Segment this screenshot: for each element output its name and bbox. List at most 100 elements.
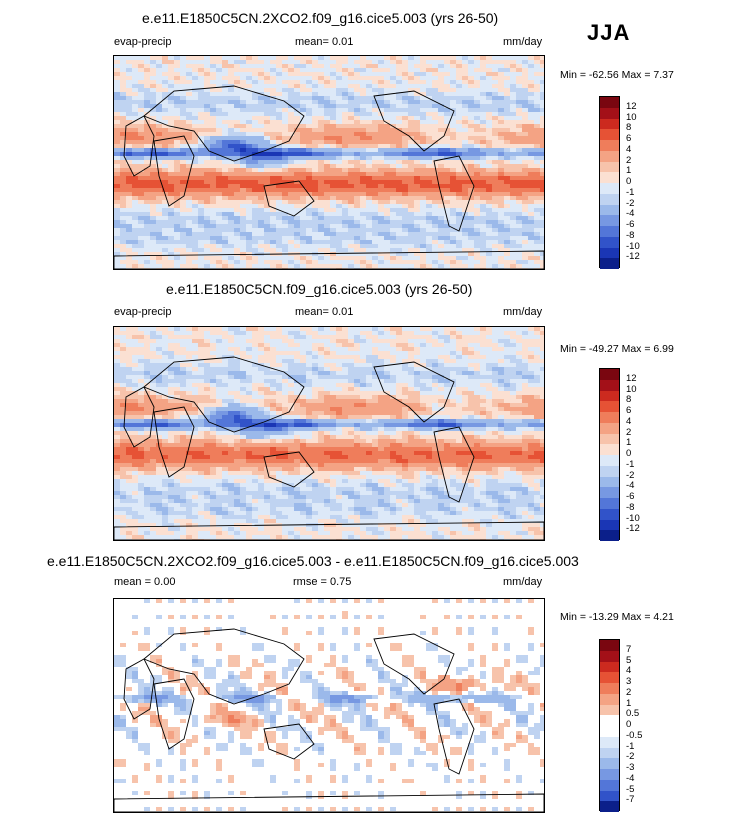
panel-1-title: e.e11.E1850C5CN.2XCO2.f09_g16.cice5.003 …	[142, 10, 499, 26]
panel-1-cbar-label: 2	[626, 154, 632, 166]
colorbar-cell	[600, 726, 619, 737]
colorbar-cell	[600, 640, 619, 651]
panel-1-cbar-label: -8	[626, 229, 635, 241]
panel-2-cbar-label: 12	[626, 372, 637, 384]
colorbar-cell	[600, 779, 619, 791]
panel-2-cbar-label: 4	[626, 415, 632, 427]
panel-1-variable-label: evap-precip	[114, 36, 172, 48]
panel-2-cbar-label: 2	[626, 426, 632, 438]
colorbar-cell	[600, 369, 619, 380]
panel-3-cbar-label: -5	[626, 783, 635, 795]
panel-2-cbar-label: 10	[626, 383, 637, 395]
colorbar-cell	[600, 172, 619, 183]
colorbar-cell	[600, 508, 619, 520]
continent-outline	[263, 451, 315, 488]
colorbar-cell	[600, 715, 619, 726]
colorbar-cell	[600, 107, 619, 119]
continent-outline	[433, 698, 475, 775]
colorbar-cell	[600, 118, 619, 130]
panel-2-cbar-label: -2	[626, 469, 635, 481]
map-field-cells	[114, 56, 544, 269]
panel-1-units-label: mm/day	[503, 36, 543, 48]
panel-3-cbar-label: 1	[626, 697, 632, 709]
panel-3-map	[113, 598, 545, 813]
panel-2-minmax-label: Min = -49.27 Max = 6.99	[560, 343, 674, 355]
colorbar-cell	[600, 747, 619, 759]
panel-2-variable-label: evap-precip	[114, 306, 172, 318]
continent-outline	[114, 793, 544, 812]
colorbar-cell	[600, 455, 619, 466]
colorbar-cell	[600, 498, 619, 509]
colorbar-cell	[600, 379, 619, 391]
colorbar-cell	[600, 215, 619, 226]
panel-3-cbar-label: -2	[626, 751, 635, 763]
colorbar-cell	[600, 476, 619, 488]
continent-outline	[373, 90, 455, 152]
colorbar-cell	[600, 204, 619, 216]
colorbar-cell	[600, 433, 619, 445]
panel-2-cbar-label: -1	[626, 458, 635, 470]
panel-3-units-label: mm/day	[503, 576, 543, 588]
panel-2-cbar-label: -4	[626, 480, 635, 492]
panel-1-map	[113, 55, 545, 270]
colorbar-cell	[600, 129, 619, 140]
panel-1-cbar-label: 8	[626, 122, 632, 134]
panel-1-colorbar	[599, 96, 620, 269]
continent-outline	[114, 250, 544, 269]
panel-2-title: e.e11.E1850C5CN.f09_g16.cice5.003 (yrs 2…	[166, 281, 473, 297]
continent-outline	[373, 633, 455, 695]
colorbar-cell	[600, 161, 619, 173]
panel-3-rmse-label: rmse = 0.75	[293, 576, 352, 588]
panel-3-cbar-label: -7	[626, 794, 635, 806]
panel-2-cbar-label: 6	[626, 405, 632, 416]
panel-1-cbar-label: 12	[626, 100, 637, 112]
colorbar-cell	[600, 758, 619, 769]
panel-3-map-field	[114, 599, 544, 812]
continent-outline	[153, 678, 195, 750]
panel-3-cbar-label: -4	[626, 772, 635, 784]
panel-1-cbar-label: -2	[626, 197, 635, 209]
panel-3-mean-label: mean = 0.00	[114, 576, 176, 588]
panel-3-cbar-label: 3	[626, 676, 632, 687]
colorbar-cell	[600, 530, 619, 541]
continent-outline	[263, 723, 315, 760]
panel-3-cbar-label: 4	[626, 665, 632, 677]
colorbar-cell	[600, 661, 619, 673]
panel-1-cbar-label: 10	[626, 111, 637, 123]
panel-2-units-label: mm/day	[503, 306, 543, 318]
map-field-cells	[114, 599, 544, 812]
panel-1-mean-label: mean= 0.01	[295, 36, 354, 48]
continent-outline	[263, 180, 315, 217]
colorbar-cell	[600, 790, 619, 802]
continent-outline	[143, 85, 305, 162]
colorbar-cell	[600, 236, 619, 248]
continent-outline	[433, 155, 475, 232]
colorbar-cell	[600, 465, 619, 477]
panel-3-cbar-label: -0.5	[626, 729, 643, 741]
panel-2-cbar-label: -6	[626, 491, 635, 502]
colorbar-cell	[600, 519, 619, 531]
colorbar-cell	[600, 140, 619, 151]
panel-2-cbar-label: -10	[626, 512, 640, 524]
panel-3-cbar-label: 7	[626, 643, 632, 655]
panel-2-cbar-label: -12	[626, 523, 640, 535]
panel-1-map-field	[114, 56, 544, 269]
panel-1-cbar-label: -6	[626, 219, 635, 230]
panel-1-cbar-label: 1	[626, 165, 632, 177]
panel-1-cbar-label: -12	[626, 251, 640, 263]
panel-2-map	[113, 326, 545, 541]
panel-2-cbar-label: 0	[626, 448, 632, 459]
panel-3-cbar-label: 0.5	[626, 708, 640, 720]
panel-1-cbar-label: 6	[626, 133, 632, 144]
panel-3-title: e.e11.E1850C5CN.2XCO2.f09_g16.cice5.003 …	[47, 553, 579, 569]
colorbar-cell	[600, 693, 619, 705]
continent-outline	[433, 426, 475, 503]
panel-2-colorbar	[599, 368, 620, 541]
panel-1-cbar-label: 4	[626, 143, 632, 155]
colorbar-cell	[600, 226, 619, 237]
colorbar-cell	[600, 672, 619, 683]
colorbar-cell	[600, 444, 619, 455]
colorbar-cell	[600, 422, 619, 434]
panel-3-cbar-label: -3	[626, 762, 635, 773]
panel-3-cbar-label: -1	[626, 740, 635, 752]
